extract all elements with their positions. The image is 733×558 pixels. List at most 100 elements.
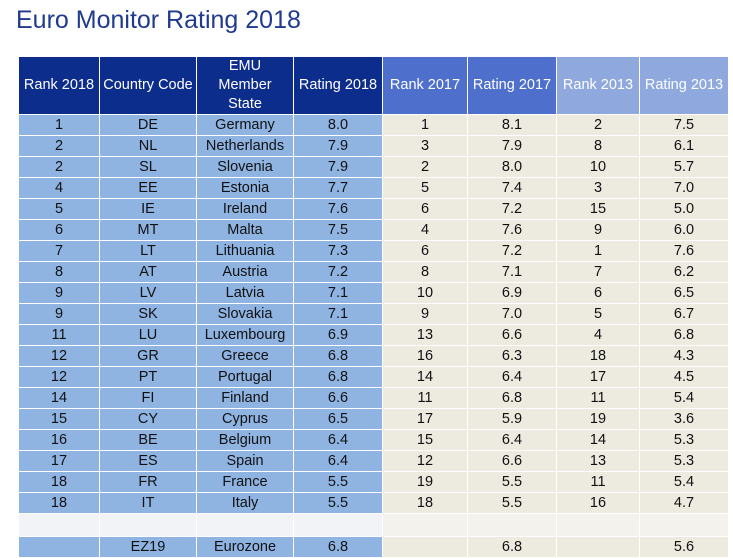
cell-rank2013 xyxy=(557,537,639,557)
cell-code: MT xyxy=(100,220,196,240)
cell-rank2013: 13 xyxy=(557,451,639,471)
cell-state: Spain xyxy=(197,451,293,471)
cell-rating2013: 5.6 xyxy=(640,537,728,557)
cell-rating2013: 6.2 xyxy=(640,262,728,282)
cell-rating2017: 7.4 xyxy=(468,178,556,198)
header-emu-line-1: EMU xyxy=(228,58,262,74)
cell-rank2018: 14 xyxy=(19,388,99,408)
cell-rank2018 xyxy=(19,537,99,557)
table-row: 7 LT Lithuania 7.3 6 7.2 1 7.6 xyxy=(19,241,728,261)
cell-state: Luxembourg xyxy=(197,325,293,345)
table-row: 5 IE Ireland 7.6 6 7.2 15 5.0 xyxy=(19,199,728,219)
cell-rating2013: 7.5 xyxy=(640,115,728,135)
blank-cell xyxy=(294,514,382,536)
cell-rating2017: 7.1 xyxy=(468,262,556,282)
table-row: 8 AT Austria 7.2 8 7.1 7 6.2 xyxy=(19,262,728,282)
cell-rank2013: 15 xyxy=(557,199,639,219)
cell-rating2018: 6.4 xyxy=(294,451,382,471)
cell-state: Finland xyxy=(197,388,293,408)
cell-code: PT xyxy=(100,367,196,387)
cell-state: Portugal xyxy=(197,367,293,387)
cell-state: Belgium xyxy=(197,430,293,450)
cell-rank2018: 15 xyxy=(19,409,99,429)
cell-rank2018: 16 xyxy=(19,430,99,450)
cell-rating2013: 6.0 xyxy=(640,220,728,240)
cell-code: IT xyxy=(100,493,196,513)
cell-rating2018: 7.3 xyxy=(294,241,382,261)
cell-rating2018: 6.8 xyxy=(294,537,382,557)
cell-rank2017: 8 xyxy=(383,262,467,282)
cell-code: AT xyxy=(100,262,196,282)
cell-state: Malta xyxy=(197,220,293,240)
cell-rank2013: 3 xyxy=(557,178,639,198)
cell-rating2018: 6.8 xyxy=(294,346,382,366)
table-row: 18 FR France 5.5 19 5.5 11 5.4 xyxy=(19,472,728,492)
cell-rating2013: 7.6 xyxy=(640,241,728,261)
table-row: 9 SK Slovakia 7.1 9 7.0 5 6.7 xyxy=(19,304,728,324)
cell-rank2018: 9 xyxy=(19,283,99,303)
page-title: Euro Monitor Rating 2018 xyxy=(16,6,301,34)
cell-rating2017: 6.6 xyxy=(468,451,556,471)
table-row: 14 FI Finland 6.6 11 6.8 11 5.4 xyxy=(19,388,728,408)
blank-cell xyxy=(468,514,556,536)
cell-rank2017: 1 xyxy=(383,115,467,135)
cell-rating2017: 6.3 xyxy=(468,346,556,366)
header-rating-2013: Rating 2013 xyxy=(640,57,728,114)
cell-rank2013: 10 xyxy=(557,157,639,177)
cell-rating2018: 7.1 xyxy=(294,304,382,324)
table-row: 16 BE Belgium 6.4 15 6.4 14 5.3 xyxy=(19,430,728,450)
header-rank-2017: Rank 2017 xyxy=(383,57,467,114)
cell-rating2013: 3.6 xyxy=(640,409,728,429)
cell-rating2017: 6.4 xyxy=(468,367,556,387)
cell-state: France xyxy=(197,472,293,492)
cell-rating2018: 5.5 xyxy=(294,493,382,513)
blank-cell xyxy=(557,514,639,536)
header-rating-2017: Rating 2017 xyxy=(468,57,556,114)
cell-rating2013: 5.4 xyxy=(640,388,728,408)
cell-rank2017: 5 xyxy=(383,178,467,198)
cell-rank2017: 18 xyxy=(383,493,467,513)
cell-rank2017 xyxy=(383,537,467,557)
cell-rank2017: 2 xyxy=(383,157,467,177)
cell-rank2017: 6 xyxy=(383,241,467,261)
cell-rank2017: 17 xyxy=(383,409,467,429)
cell-rating2017: 6.4 xyxy=(468,430,556,450)
cell-rating2017: 6.8 xyxy=(468,537,556,557)
cell-code: NL xyxy=(100,136,196,156)
cell-rank2018: 11 xyxy=(19,325,99,345)
cell-rank2018: 4 xyxy=(19,178,99,198)
table-row: 9 LV Latvia 7.1 10 6.9 6 6.5 xyxy=(19,283,728,303)
cell-state: Italy xyxy=(197,493,293,513)
cell-rank2017: 10 xyxy=(383,283,467,303)
cell-rating2013: 4.3 xyxy=(640,346,728,366)
cell-rank2018: 7 xyxy=(19,241,99,261)
cell-rating2013: 5.0 xyxy=(640,199,728,219)
cell-rank2017: 16 xyxy=(383,346,467,366)
cell-rank2017: 9 xyxy=(383,304,467,324)
cell-rank2018: 18 xyxy=(19,493,99,513)
cell-rank2018: 9 xyxy=(19,304,99,324)
cell-code: FR xyxy=(100,472,196,492)
cell-rank2013: 17 xyxy=(557,367,639,387)
cell-rating2018: 7.1 xyxy=(294,283,382,303)
table-row: 12 PT Portugal 6.8 14 6.4 17 4.5 xyxy=(19,367,728,387)
cell-rating2018: 6.9 xyxy=(294,325,382,345)
cell-rating2017: 5.5 xyxy=(468,493,556,513)
cell-rank2013: 5 xyxy=(557,304,639,324)
cell-rating2017: 7.2 xyxy=(468,199,556,219)
rating-table: Rank 2018 Country Code EMU Member State … xyxy=(18,56,729,558)
header-rating-2018: Rating 2018 xyxy=(294,57,382,114)
cell-state: Slovakia xyxy=(197,304,293,324)
cell-rating2013: 7.0 xyxy=(640,178,728,198)
cell-state: Lithuania xyxy=(197,241,293,261)
cell-code: IE xyxy=(100,199,196,219)
cell-rank2018: 12 xyxy=(19,367,99,387)
cell-rank2018: 1 xyxy=(19,115,99,135)
cell-rank2017: 13 xyxy=(383,325,467,345)
cell-rank2018: 2 xyxy=(19,136,99,156)
cell-rank2013: 14 xyxy=(557,430,639,450)
cell-state: Latvia xyxy=(197,283,293,303)
cell-rank2013: 19 xyxy=(557,409,639,429)
separator-row xyxy=(19,514,728,536)
cell-rank2013: 2 xyxy=(557,115,639,135)
